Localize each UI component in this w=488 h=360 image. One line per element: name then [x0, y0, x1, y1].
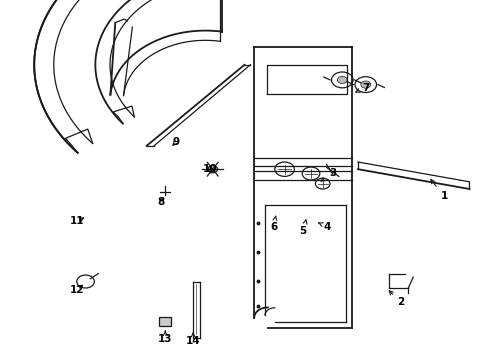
Circle shape [337, 76, 346, 84]
Text: 3: 3 [321, 168, 335, 181]
Text: 6: 6 [270, 216, 277, 232]
Circle shape [360, 81, 370, 88]
Text: 4: 4 [318, 222, 331, 232]
Text: 9: 9 [172, 137, 179, 147]
Text: 8: 8 [158, 197, 164, 207]
Text: 11: 11 [70, 216, 84, 226]
Text: 12: 12 [70, 285, 84, 295]
Text: 2: 2 [388, 291, 404, 307]
Text: 14: 14 [185, 333, 200, 346]
Text: 5: 5 [299, 220, 306, 236]
Text: 1: 1 [430, 180, 447, 201]
Text: 13: 13 [158, 331, 172, 344]
Text: 10: 10 [203, 164, 217, 174]
Bar [159, 317, 171, 326]
Text: 7: 7 [355, 83, 369, 93]
Circle shape [207, 166, 217, 173]
